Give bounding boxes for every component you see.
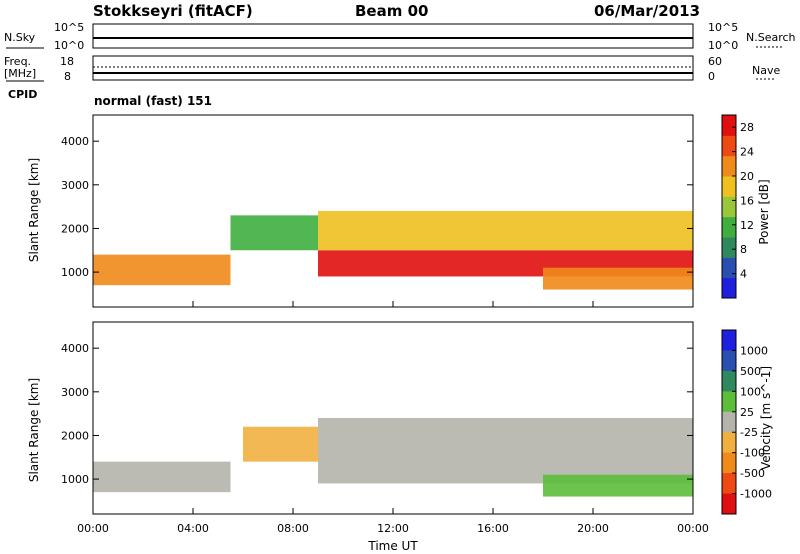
cpid-label: CPID xyxy=(8,88,38,101)
nsearch-tick-top: 10^5 xyxy=(708,21,739,34)
power-ytick-label: 2000 xyxy=(61,222,89,235)
velocity-colorbar-label: -25 xyxy=(740,426,758,439)
power-colorbar-segment xyxy=(722,155,736,177)
velocity-colorbar-segment xyxy=(722,370,736,392)
freq-tick-bottom: 8 xyxy=(64,70,71,83)
freq-tick-top: 18 xyxy=(60,55,74,68)
nsearch-tick-bottom: 10^0 xyxy=(708,39,739,52)
xtick-label: 04:00 xyxy=(177,522,209,535)
nsky-label: N.Sky xyxy=(4,31,36,44)
velocity-colorbar-segment xyxy=(722,473,736,495)
xtick-label: 20:00 xyxy=(577,522,609,535)
velocity-colorbar-label: -100 xyxy=(740,447,765,460)
power-ytick-label: 4000 xyxy=(61,135,89,148)
power-ytick-label: 1000 xyxy=(61,266,89,279)
power-band-3 xyxy=(318,211,693,251)
velocity-colorbar-label: 25 xyxy=(740,406,754,419)
power-colorbar-label: 20 xyxy=(740,170,754,183)
velocity-colorbar-segment xyxy=(722,330,736,351)
power-band-4 xyxy=(543,267,693,290)
nsky-tick-top: 10^5 xyxy=(54,21,85,34)
velocity-colorbar-segment xyxy=(722,391,736,413)
power-colorbar-segment xyxy=(722,176,736,197)
xtick-label: 16:00 xyxy=(477,522,509,535)
power-band-0 xyxy=(93,254,231,286)
xtick-label: 12:00 xyxy=(377,522,409,535)
power-ytick-label: 3000 xyxy=(61,179,89,192)
power-colorbar-label: 4 xyxy=(740,268,747,281)
xtick-label: 08:00 xyxy=(277,522,309,535)
power-colorbar-frame xyxy=(721,114,737,299)
velocity-ytick-label: 4000 xyxy=(61,342,89,355)
velocity-colorbar-frame xyxy=(721,329,737,515)
velocity-colorbar-segment xyxy=(722,452,736,474)
velocity-colorbar-label: -1000 xyxy=(740,488,772,501)
nave-tick-bottom: 0 xyxy=(708,70,715,83)
velocity-colorbar-label: 1000 xyxy=(740,344,768,357)
freq-panel-frame xyxy=(92,55,694,81)
station-title: Stokkseyri (fitACF) xyxy=(93,2,253,20)
power-colorbar-segment xyxy=(722,115,736,136)
velocity-colorbar-segment xyxy=(722,493,736,515)
power-colorbar-segment xyxy=(722,257,736,279)
velocity-ytick-label: 3000 xyxy=(61,386,89,399)
nsearch-label: N.Search xyxy=(746,31,796,44)
velocity-band-0 xyxy=(93,461,231,493)
power-colorbar-label: 8 xyxy=(740,243,747,256)
velocity-ytick-label: 2000 xyxy=(61,429,89,442)
velocity-colorbar-segment xyxy=(722,411,736,433)
nsky-tick-bottom: 10^0 xyxy=(54,39,85,52)
cpid-value: normal (fast) 151 xyxy=(94,94,212,108)
velocity-ytick-label: 1000 xyxy=(61,473,89,486)
velocity-band-3 xyxy=(543,474,693,497)
nave-label: Nave xyxy=(752,64,781,77)
velocity-colorbar-segment xyxy=(722,432,736,454)
velocity-colorbar-segment xyxy=(722,350,736,372)
nsky-panel-frame xyxy=(92,23,694,49)
power-colorbar-segment xyxy=(722,135,736,157)
velocity-colorbar-label: -500 xyxy=(740,467,765,480)
x-axis-title: Time UT xyxy=(368,539,418,553)
velocity-colorbar-label: 500 xyxy=(740,365,761,378)
beam-title: Beam 00 xyxy=(355,2,429,20)
date-title: 06/Mar/2013 xyxy=(594,2,701,20)
freq-label: Freq. xyxy=(4,55,32,68)
power-colorbar-label: 24 xyxy=(740,146,754,159)
power-colorbar-label: 16 xyxy=(740,194,754,207)
freq-unit-label: [MHz] xyxy=(4,67,37,80)
velocity-band-1 xyxy=(243,426,318,462)
power-colorbar-segment xyxy=(722,237,736,258)
power-colorbar-segment xyxy=(722,277,736,299)
xtick-label: 00:00 xyxy=(77,522,109,535)
power-colorbar-label: 28 xyxy=(740,121,754,134)
power-colorbar-segment xyxy=(722,196,736,218)
velocity-band-2 xyxy=(318,418,693,484)
power-colorbar-segment xyxy=(722,216,736,238)
power-colorbar-label: 12 xyxy=(740,219,754,232)
power-band-1 xyxy=(230,215,318,251)
nave-tick-top: 60 xyxy=(708,55,722,68)
velocity-colorbar-label: 100 xyxy=(740,385,761,398)
xtick-label: 00:00 xyxy=(677,522,709,535)
